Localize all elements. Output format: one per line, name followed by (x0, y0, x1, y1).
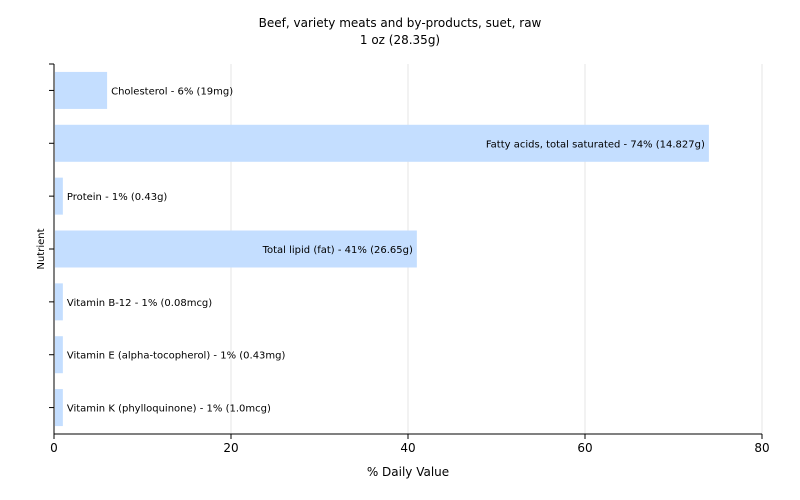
bar-label: Fatty acids, total saturated - 74% (14.8… (486, 139, 705, 150)
bar (55, 71, 108, 109)
x-axis-label: % Daily Value (367, 465, 449, 479)
bar (55, 283, 63, 321)
chart-subtitle: 1 oz (28.35g) (360, 33, 440, 47)
bar-label: Protein - 1% (0.43g) (67, 192, 168, 203)
x-tick-label: 80 (754, 441, 769, 455)
bar (55, 230, 417, 268)
chart-title: Beef, variety meats and by-products, sue… (259, 16, 542, 30)
bar-label: Cholesterol - 6% (19mg) (111, 86, 233, 97)
bars: Cholesterol - 6% (19mg) Fatty acids, tota… (55, 71, 709, 427)
bar (55, 336, 63, 374)
axes: 0 20 40 60 80 (49, 63, 770, 455)
bar (55, 177, 63, 215)
bar-label: Vitamin E (alpha-tocopherol) - 1% (0.43m… (67, 351, 286, 362)
y-axis-label: Nutrient (36, 228, 47, 269)
x-tick-label: 0 (50, 441, 58, 455)
bar (55, 389, 63, 427)
bar-label: Vitamin K (phylloquinone) - 1% (1.0mcg) (67, 404, 271, 415)
bar (55, 124, 709, 162)
x-tick-label: 40 (400, 441, 415, 455)
bar-label: Vitamin B-12 - 1% (0.08mcg) (67, 298, 212, 309)
x-tick-label: 60 (577, 441, 592, 455)
bar-label: Total lipid (fat) - 41% (26.65g) (262, 245, 413, 256)
x-tick-label: 20 (223, 441, 238, 455)
